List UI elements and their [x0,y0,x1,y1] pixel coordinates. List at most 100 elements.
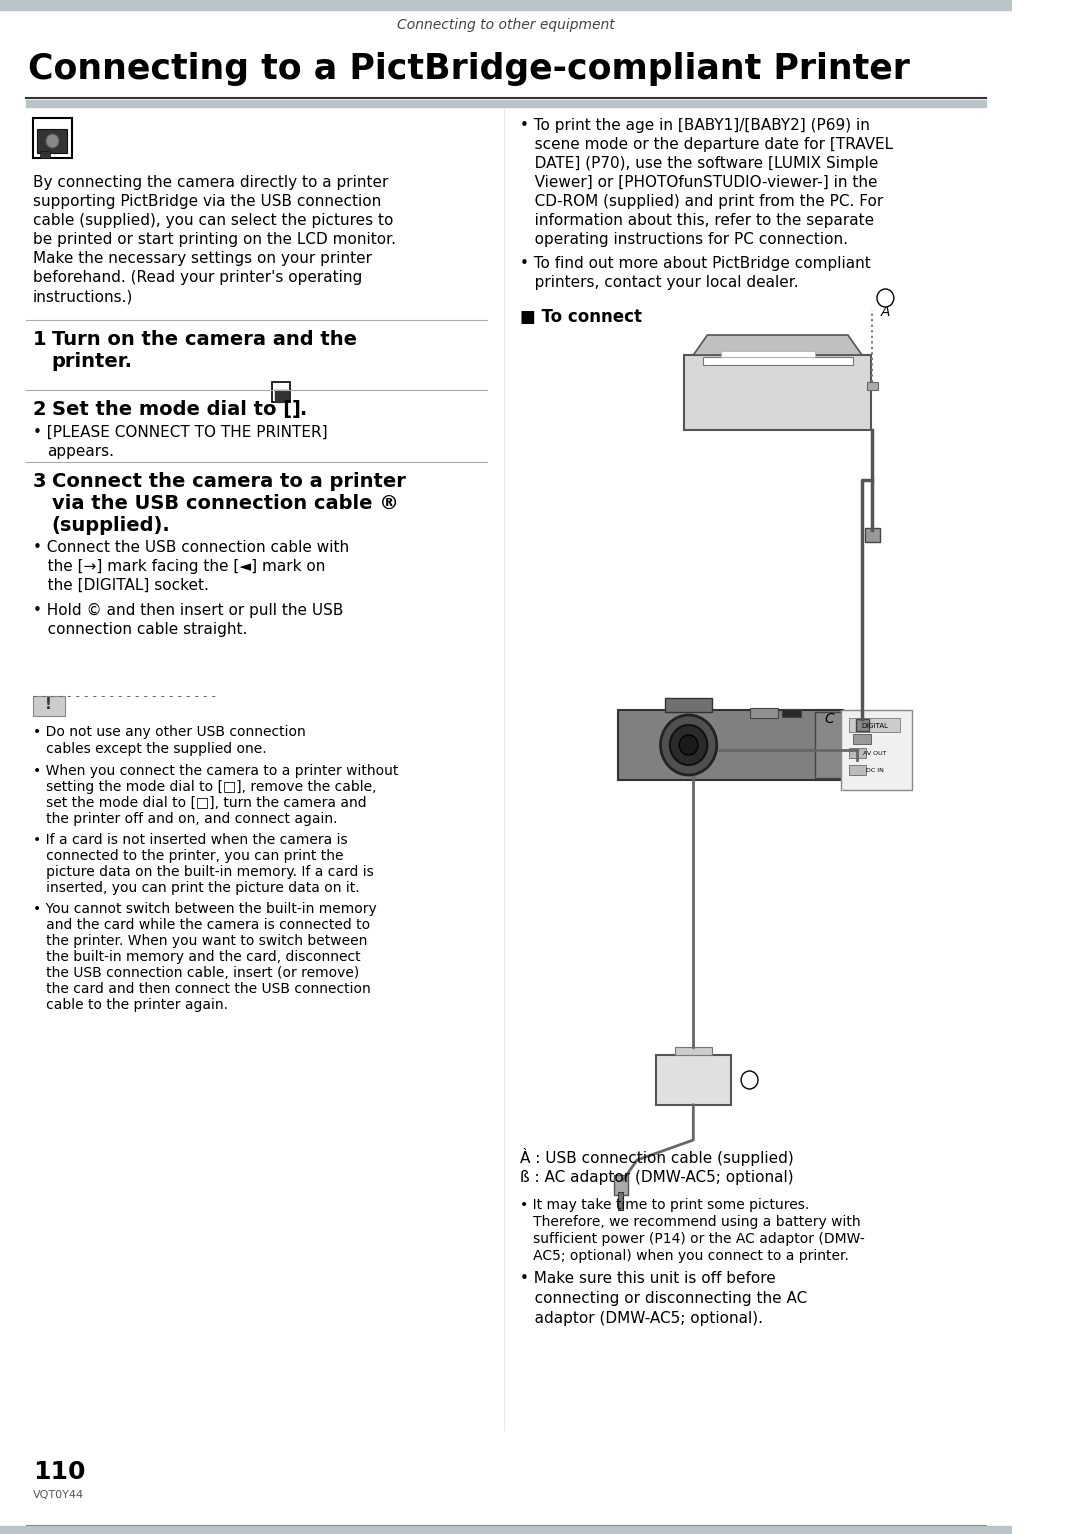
Text: C: C [824,712,834,726]
Bar [0,1526,1012,1534]
Text: • [PLEASE CONNECT TO THE PRINTER]: • [PLEASE CONNECT TO THE PRINTER] [32,425,327,440]
Text: instructions.): instructions.) [32,288,133,304]
Text: cable to the printer again.: cable to the printer again. [32,999,228,1012]
Bar [865,528,880,542]
Polygon shape [693,334,862,354]
Text: and the card while the camera is connected to: and the card while the camera is connect… [32,917,370,933]
Bar [665,698,712,712]
Text: • To find out more about PictBridge compliant: • To find out more about PictBridge comp… [519,256,870,272]
Text: the built-in memory and the card, disconnect: the built-in memory and the card, discon… [32,950,361,963]
Text: the printer off and on, and connect again.: the printer off and on, and connect agai… [32,811,337,825]
Text: printers, contact your local dealer.: printers, contact your local dealer. [519,275,798,290]
Text: By connecting the camera directly to a printer: By connecting the camera directly to a p… [32,175,388,190]
Text: set the mode dial to [□], turn the camera and: set the mode dial to [□], turn the camer… [32,796,366,810]
Bar [866,382,878,390]
Text: !: ! [45,696,52,712]
Bar [721,351,815,357]
Circle shape [741,1071,758,1089]
Text: Connect the camera to a printer: Connect the camera to a printer [52,472,405,491]
Text: • You cannot switch between the built-in memory: • You cannot switch between the built-in… [32,902,377,916]
Text: connecting or disconnecting the AC: connecting or disconnecting the AC [519,1292,807,1305]
Bar [38,129,67,153]
Bar [849,749,866,758]
Bar [274,390,287,400]
Bar [32,696,65,716]
Bar [815,712,843,778]
Text: B: B [745,1072,754,1081]
Text: the [DIGITAL] socket.: the [DIGITAL] socket. [32,578,208,594]
Circle shape [679,735,698,755]
Bar [675,1048,712,1055]
Text: • Connect the USB connection cable with: • Connect the USB connection cable with [32,540,349,555]
Bar [849,718,901,732]
Text: be printed or start printing on the LCD monitor.: be printed or start printing on the LCD … [32,232,395,247]
Text: Viewer] or [PHOTOfunSTUDIO-viewer-] in the: Viewer] or [PHOTOfunSTUDIO-viewer-] in t… [519,175,877,190]
Bar [856,719,869,732]
Text: appears.: appears. [46,443,113,459]
Text: sufficient power (P14) or the AC adaptor (DMW-: sufficient power (P14) or the AC adaptor… [519,1232,865,1246]
Bar [656,1055,731,1104]
Text: - - - - - - - - - - - - - - - - - - - - - -: - - - - - - - - - - - - - - - - - - - - … [32,690,216,703]
Text: the card and then connect the USB connection: the card and then connect the USB connec… [32,982,370,996]
Text: connection cable straight.: connection cable straight. [32,621,247,637]
Text: Make the necessary settings on your printer: Make the necessary settings on your prin… [32,252,372,265]
Text: • When you connect the camera to a printer without: • When you connect the camera to a print… [32,764,399,778]
Text: the [→] mark facing the [◄] mark on: the [→] mark facing the [◄] mark on [32,558,325,574]
Text: VQT0Y44: VQT0Y44 [32,1490,84,1500]
Bar [272,382,291,402]
Text: • If a card is not inserted when the camera is: • If a card is not inserted when the cam… [32,833,348,847]
Text: via the USB connection cable ®: via the USB connection cable ® [52,494,399,512]
Text: Therefore, we recommend using a battery with: Therefore, we recommend using a battery … [519,1215,861,1229]
Text: Connecting to other equipment: Connecting to other equipment [397,18,615,32]
Text: • To print the age in [BABY1]/[BABY2] (P69) in: • To print the age in [BABY1]/[BABY2] (P… [519,118,869,133]
Text: • Do not use any other USB connection: • Do not use any other USB connection [32,726,306,739]
Text: À : USB connection cable (supplied): À : USB connection cable (supplied) [519,1147,794,1166]
Text: • It may take time to print some pictures.: • It may take time to print some picture… [519,1198,809,1212]
Text: setting the mode dial to [□], remove the cable,: setting the mode dial to [□], remove the… [32,779,376,795]
Text: Connecting to a PictBridge-compliant Printer: Connecting to a PictBridge-compliant Pri… [28,52,910,86]
Circle shape [877,288,894,307]
Bar [0,0,1012,11]
Text: ß : AC adaptor (DMW-AC5; optional): ß : AC adaptor (DMW-AC5; optional) [519,1170,794,1184]
Bar [841,710,912,790]
Text: AC5; optional) when you connect to a printer.: AC5; optional) when you connect to a pri… [519,1249,849,1262]
Text: scene mode or the departure date for [TRAVEL: scene mode or the departure date for [TR… [519,137,893,152]
Text: DC IN: DC IN [866,769,885,773]
Text: cables except the supplied one.: cables except the supplied one. [32,742,267,756]
Text: 2: 2 [32,400,46,419]
Text: the printer. When you want to switch between: the printer. When you want to switch bet… [32,934,367,948]
Bar [40,150,50,158]
Bar [703,357,852,365]
Text: operating instructions for PC connection.: operating instructions for PC connection… [519,232,848,247]
Text: printer.: printer. [52,351,133,371]
Text: (supplied).: (supplied). [52,515,171,535]
Bar [750,709,778,718]
Text: the USB connection cable, insert (or remove): the USB connection cable, insert (or rem… [32,966,359,980]
Circle shape [670,726,707,765]
Text: CD-ROM (supplied) and print from the PC. For: CD-ROM (supplied) and print from the PC.… [519,193,883,209]
Circle shape [661,715,717,775]
Bar [684,354,872,430]
Text: AV OUT: AV OUT [863,752,887,756]
Bar [852,733,872,744]
Text: • Make sure this unit is off before: • Make sure this unit is off before [519,1272,775,1285]
Text: A: A [881,290,889,301]
Text: • Hold © and then insert or pull the USB: • Hold © and then insert or pull the USB [32,603,343,618]
Text: Set the mode dial to [: Set the mode dial to [ [52,400,292,419]
Text: ■ To connect: ■ To connect [519,308,642,327]
Text: adaptor (DMW-AC5; optional).: adaptor (DMW-AC5; optional). [519,1312,762,1325]
Bar [619,710,843,779]
Circle shape [46,133,59,147]
Text: 3: 3 [32,472,46,491]
Text: inserted, you can print the picture data on it.: inserted, you can print the picture data… [32,881,360,894]
Bar [782,709,801,716]
Bar [619,1192,623,1210]
Bar [26,100,986,107]
Text: beforehand. (Read your printer's operating: beforehand. (Read your printer's operati… [32,270,362,285]
Text: 1: 1 [32,330,46,350]
Bar [613,1175,627,1195]
Text: picture data on the built-in memory. If a card is: picture data on the built-in memory. If … [32,865,374,879]
Text: connected to the printer, you can print the: connected to the printer, you can print … [32,848,343,864]
Text: A: A [880,305,890,319]
Text: Turn on the camera and the: Turn on the camera and the [52,330,356,350]
